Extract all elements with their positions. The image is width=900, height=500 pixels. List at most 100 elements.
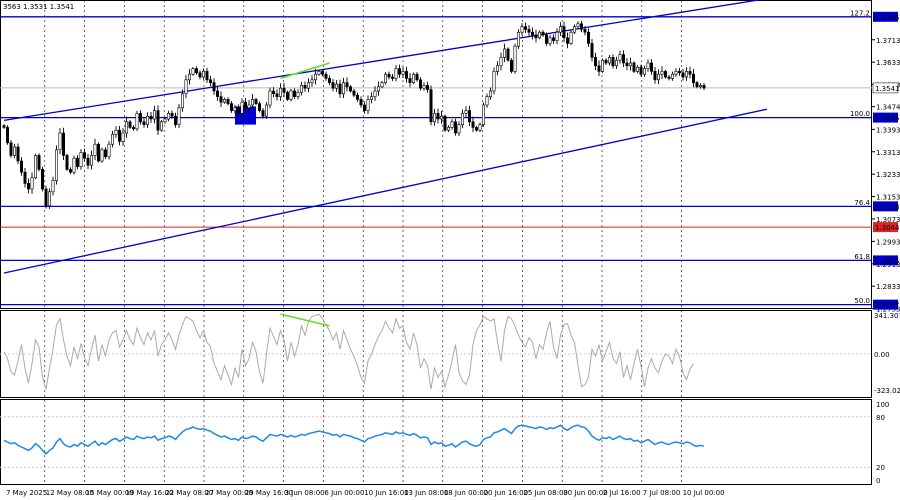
candle-body xyxy=(317,71,321,75)
candle-body xyxy=(502,48,506,58)
current-value: 1.3541 xyxy=(875,85,900,93)
rsi-tick-label: 80 xyxy=(876,414,885,422)
candle-body xyxy=(548,37,552,44)
candle-body xyxy=(509,59,513,72)
red-value: 1.3044 xyxy=(875,224,900,232)
candle-body xyxy=(555,31,559,41)
candle-body xyxy=(677,71,681,74)
candle-body xyxy=(118,129,122,142)
candle-body xyxy=(19,160,23,173)
candle-body xyxy=(534,34,538,39)
candle-body xyxy=(516,31,520,47)
candle-body xyxy=(299,85,303,93)
candle-body xyxy=(369,96,373,100)
candle-body xyxy=(61,132,65,156)
time-label: 29 May 16:00 xyxy=(245,489,293,497)
candle-body xyxy=(492,71,496,92)
candle-body xyxy=(125,121,129,134)
candle-body xyxy=(44,188,48,207)
candle-body xyxy=(604,59,608,64)
channel-upper-line xyxy=(3,0,763,122)
price-tick-label: 1.2993 xyxy=(876,238,900,246)
candle-body xyxy=(376,86,380,92)
candle-body xyxy=(338,83,342,95)
fib-value: 1.3435 xyxy=(875,115,900,123)
candle-body xyxy=(2,125,6,128)
price-tick-label: 1.2833 xyxy=(876,283,900,291)
candle-body xyxy=(348,86,352,92)
candle-body xyxy=(324,73,328,79)
candle-body xyxy=(212,82,216,92)
ohlc-header: 3563 1.3531 1.3541 xyxy=(3,3,74,11)
cci-line xyxy=(3,313,694,390)
candle-body xyxy=(9,142,13,156)
price-tick-label: 1.3713 xyxy=(876,37,900,45)
candle-body xyxy=(30,177,34,190)
candle-body xyxy=(523,26,527,30)
candle-body xyxy=(111,134,115,145)
price-tick-label: 1.3073 xyxy=(876,216,900,224)
candle-body xyxy=(485,96,489,106)
candle-body xyxy=(237,107,241,114)
candle-body xyxy=(439,115,443,120)
candle-body xyxy=(327,78,331,83)
price-tick-label: 1.3153 xyxy=(876,194,900,202)
candle-body xyxy=(90,155,94,166)
candle-body xyxy=(478,124,482,131)
candle-body xyxy=(310,79,314,83)
cci-tick-label: 0.00 xyxy=(874,351,890,359)
candle-body xyxy=(292,90,296,97)
candle-body xyxy=(264,104,268,117)
candle-body xyxy=(488,90,492,97)
fib-value-box xyxy=(873,201,898,212)
candle-body xyxy=(93,143,97,156)
candle-body xyxy=(257,103,261,111)
candle-body xyxy=(135,113,139,130)
time-label: 22 May 08:00 xyxy=(165,489,213,497)
candle-body xyxy=(653,71,657,81)
candle-body xyxy=(569,31,573,44)
fib-label: 76.4 xyxy=(854,199,870,207)
candle-body xyxy=(146,115,150,125)
candle-body xyxy=(167,113,171,120)
candle-body xyxy=(107,143,111,158)
candle-body xyxy=(104,149,108,158)
time-label: 10 Jul 00:00 xyxy=(683,489,725,497)
candle-body xyxy=(345,82,349,88)
candle-body xyxy=(590,43,594,58)
candle-body xyxy=(474,127,478,131)
candle-body xyxy=(313,73,317,81)
candle-body xyxy=(639,66,643,75)
fib-value: 1.2767 xyxy=(875,302,900,310)
candle-body xyxy=(331,82,335,89)
candle-body xyxy=(450,121,454,128)
cci-tick-label: -323.021 xyxy=(874,387,900,395)
candle-body xyxy=(285,92,289,100)
candle-body xyxy=(425,85,429,90)
candle-body xyxy=(153,110,157,120)
candle-body xyxy=(702,85,706,89)
candle-body xyxy=(54,149,58,181)
candle-body xyxy=(397,68,401,75)
candle-body xyxy=(446,127,450,131)
candle-body xyxy=(551,37,555,41)
candle-body xyxy=(460,113,464,125)
rsi-tick-label: 20 xyxy=(876,464,885,472)
candle-body xyxy=(83,152,87,159)
candle-body xyxy=(688,71,692,75)
cci-panel xyxy=(0,313,872,390)
candle-body xyxy=(181,93,185,109)
candle-body xyxy=(195,68,199,74)
candle-body xyxy=(58,132,62,151)
fib-label: 127.2 xyxy=(850,9,870,17)
candle-body xyxy=(247,104,251,109)
candle-body xyxy=(366,99,370,111)
candle-body xyxy=(527,29,531,33)
candle-body xyxy=(656,73,660,81)
candle-body xyxy=(202,71,206,78)
candle-body xyxy=(506,48,510,61)
candle-body xyxy=(383,73,387,83)
candle-body xyxy=(86,157,90,166)
fib-value: 1.3118 xyxy=(875,203,900,211)
